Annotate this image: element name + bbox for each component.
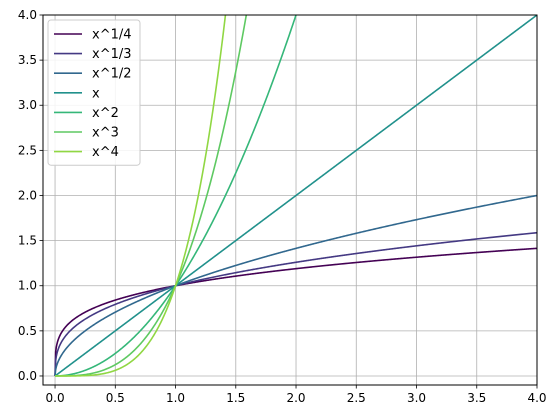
series-line (54, 15, 248, 377)
legend-label: x^2 (92, 106, 119, 121)
x-tick-label: 3.5 (467, 391, 486, 405)
legend-label: x (92, 86, 100, 101)
legend-label: x^4 (92, 145, 119, 160)
x-tick-label: 3.0 (407, 391, 426, 405)
x-tick-label: 1.0 (166, 391, 185, 405)
y-tick-label: 2.5 (18, 143, 37, 157)
series-line (54, 247, 537, 377)
legend-box (47, 19, 141, 166)
x-tick-label: 1.5 (226, 391, 245, 405)
legend-label: x^3 (92, 126, 119, 141)
x-tick-label: 2.0 (286, 391, 305, 405)
y-tick-label: 3.0 (18, 98, 37, 112)
series-line (54, 231, 537, 377)
series-line (54, 194, 537, 377)
y-tick-label: 0.5 (18, 324, 37, 338)
x-tick-label: 2.5 (347, 391, 366, 405)
y-tick-label: 2.0 (18, 188, 37, 202)
x-tick-label: 4.0 (527, 391, 546, 405)
axis-ticks: 0.0 0.5 1.0 1.5 2.0 2.5 3.0 3.5 4.0 0.0 0.5 1.0 1.5 2… (18, 8, 547, 405)
x-tick-label: 0.5 (106, 391, 125, 405)
legend-label: x^1/2 (92, 67, 132, 82)
plot-frame (42, 14, 538, 386)
legend-label: x^1/3 (92, 47, 132, 62)
x-tick-label: 0.0 (46, 391, 65, 405)
y-tick-label: 4.0 (18, 8, 37, 22)
y-tick-label: 1.0 (18, 279, 37, 293)
series-line (54, 15, 537, 377)
series-line (54, 15, 297, 377)
series-lines (54, 15, 537, 377)
legend-label: x^1/4 (92, 28, 132, 43)
y-tick-label: 1.5 (18, 234, 37, 248)
y-tick-label: 0.0 (18, 369, 37, 383)
y-tick-label: 3.5 (18, 53, 37, 67)
legend: x^1/4 x^1/3 x^1/2 x x^2 x^3 x^4 (47, 19, 141, 166)
series-line (54, 15, 227, 377)
